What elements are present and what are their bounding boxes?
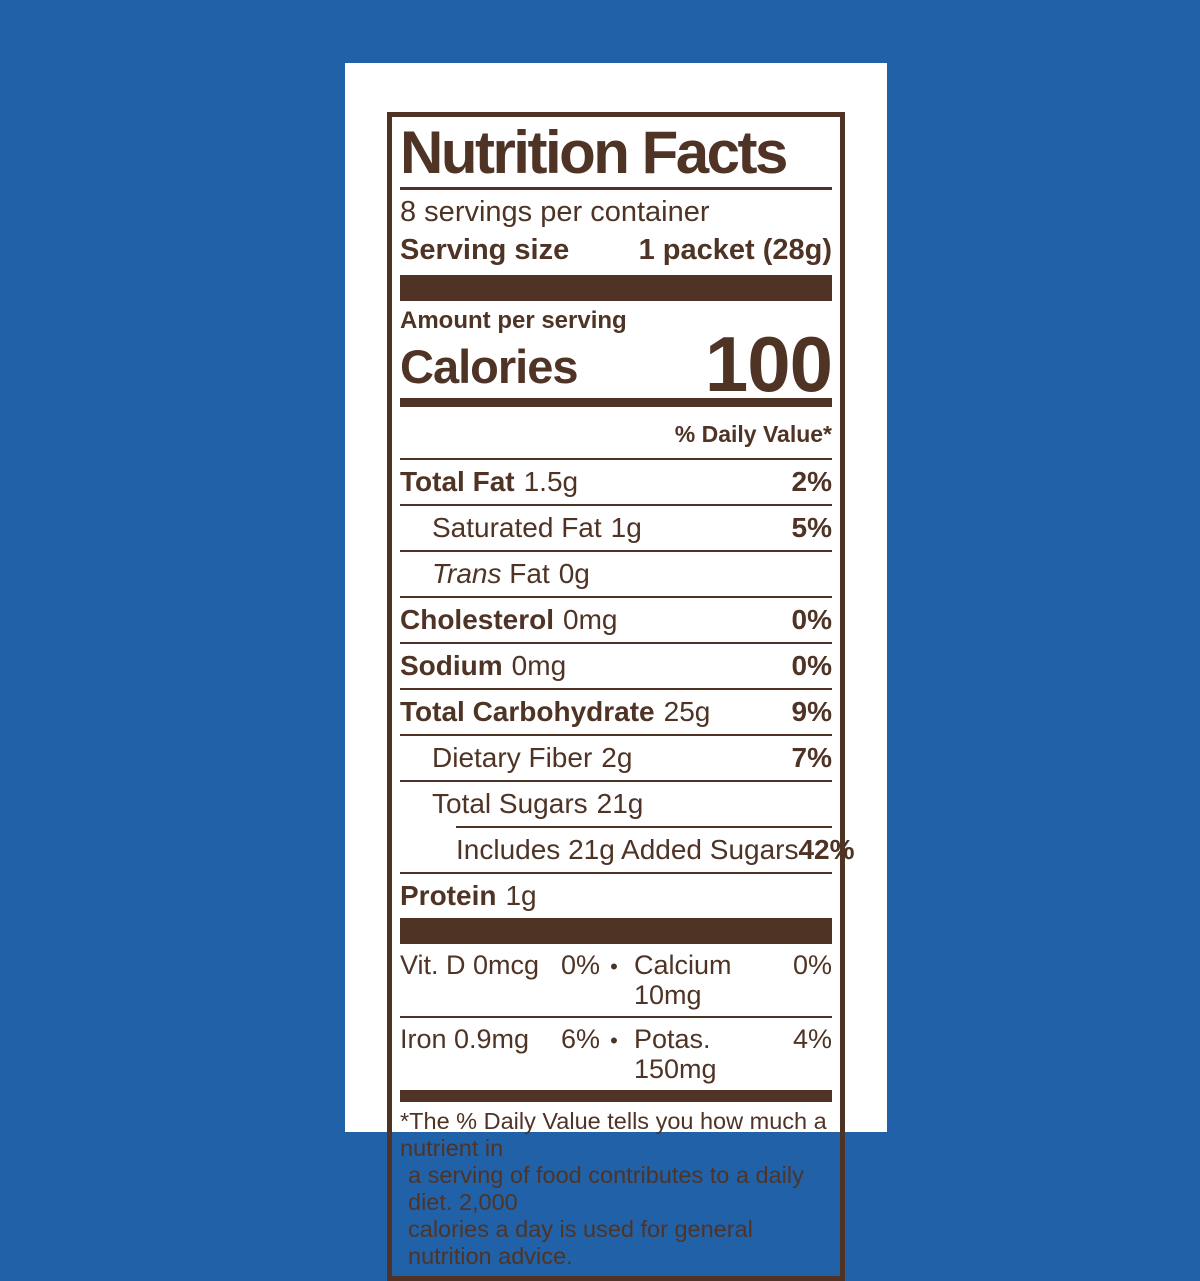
micronutrient-rows: Vit. D 0mcg 0% • Calcium 10mg 0% Iron 0.…	[400, 944, 832, 1090]
calories-value: 100	[704, 320, 833, 408]
nutrient-row-total-fat: Total Fat 1.5g 2%	[400, 458, 832, 504]
nutrient-amount: 21g	[596, 788, 644, 819]
nutrient-row-cholesterol: Cholesterol 0mg 0%	[400, 596, 832, 642]
nutrient-amount: 0g	[558, 558, 590, 589]
nutrient-row-trans-fat: Trans Fat 0g	[400, 550, 832, 596]
nutrition-facts-label: Nutrition Facts 8 servings per container…	[387, 112, 855, 1281]
micro-right-dv: 4%	[792, 1024, 832, 1054]
nutrient-amount: 1g	[610, 512, 642, 543]
nutrient-amount: 0mg	[563, 604, 618, 635]
nutrient-row-added-sugars: Includes 21g Added Sugars 42%	[456, 826, 855, 872]
divider-bar-thick-top	[400, 275, 832, 301]
nutrient-dv: 9%	[791, 696, 832, 727]
page-background: { "colors": { "background": "#2161a8", "…	[345, 63, 887, 1281]
label-title: Nutrition Facts	[400, 117, 832, 190]
nutrient-row-saturated-fat: Saturated Fat 1g 5%	[400, 504, 832, 550]
micro-left-dv: 6%	[560, 1024, 600, 1054]
bullet-icon: •	[610, 954, 618, 979]
nutrient-row-total-carbohydrate: Total Carbohydrate 25g 9%	[400, 688, 832, 734]
micro-right-name: Calcium 10mg	[634, 950, 732, 1010]
footnote-line: *The % Daily Value tells you how much a …	[400, 1108, 827, 1161]
micro-left-name: Iron 0.9mg	[400, 1024, 530, 1054]
nutrient-name: Includes 21g Added Sugars	[456, 834, 799, 865]
nutrient-amount: 2g	[601, 742, 633, 773]
nutrient-name: Sodium	[400, 650, 503, 681]
nutrient-row-sodium: Sodium 0mg 0%	[400, 642, 832, 688]
nutrient-name: Dietary Fiber	[432, 742, 593, 773]
bullet-icon: •	[610, 1028, 618, 1053]
micro-left-dv: 0%	[560, 950, 600, 980]
divider-bar-medium-footnote	[400, 1090, 832, 1102]
divider-bar-thick-bottom	[400, 918, 832, 944]
label-card: Nutrition Facts 8 servings per container…	[345, 63, 887, 1281]
nutrient-amount: 25g	[663, 696, 711, 727]
footnote-line: calories a day is used for general nutri…	[408, 1216, 753, 1269]
calories-row: Calories 100	[400, 320, 833, 408]
daily-value-header: % Daily Value*	[674, 421, 832, 447]
daily-value-footnote: *The % Daily Value tells you how much a …	[400, 1108, 832, 1270]
nutrient-amount: 1g	[505, 880, 537, 911]
nutrient-name: Total Sugars	[432, 788, 588, 819]
nutrient-amount: 1.5g	[523, 466, 579, 497]
trans-rest: Fat	[501, 558, 550, 589]
nutrient-dv: 42%	[798, 834, 855, 865]
micro-right-name: Potas. 150mg	[634, 1024, 717, 1084]
nutrient-name: Total Carbohydrate	[400, 696, 655, 727]
micro-left-name: Vit. D 0mcg	[400, 950, 540, 980]
micronutrient-row-vitd-calcium: Vit. D 0mcg 0% • Calcium 10mg 0%	[400, 944, 832, 1016]
nutrient-dv: 7%	[791, 742, 832, 773]
nutrient-amount: 0mg	[511, 650, 567, 681]
nutrient-dv: 0%	[791, 650, 832, 681]
nutrient-name: Saturated Fat	[432, 512, 602, 543]
calories-label: Calories	[400, 340, 578, 393]
footnote-line: a serving of food contributes to a daily…	[408, 1162, 804, 1215]
nutrient-row-protein: Protein 1g	[400, 872, 832, 918]
nutrient-dv: 2%	[791, 466, 832, 497]
serving-size-value: 1 packet (28g)	[638, 234, 832, 266]
nutrient-rows: Total Fat 1.5g 2% Saturated Fat 1g 5% Tr…	[400, 458, 855, 918]
micro-right-dv: 0%	[792, 950, 832, 980]
serving-size-row: Serving size 1 packet (28g)	[400, 231, 832, 269]
nutrient-name: Trans Fat	[432, 558, 550, 589]
serving-size-label: Serving size	[400, 234, 570, 266]
nutrient-name: Total Fat	[400, 466, 515, 497]
nutrient-name: Cholesterol	[400, 604, 555, 635]
nutrient-row-total-sugars: Total Sugars 21g	[400, 780, 832, 826]
amount-per-serving-label: Amount per serving	[400, 307, 627, 334]
micronutrient-row-iron-potassium: Iron 0.9mg 6% • Potas. 150mg 4%	[400, 1016, 832, 1090]
servings-per-container: 8 servings per container	[400, 196, 710, 228]
nutrient-dv: 0%	[791, 604, 832, 635]
nutrient-row-dietary-fiber: Dietary Fiber 2g 7%	[400, 734, 832, 780]
divider-bar-medium-calories	[400, 398, 832, 407]
trans-italic: Trans	[432, 558, 502, 589]
nutrient-name: Protein	[400, 880, 497, 911]
nutrient-dv: 5%	[791, 512, 832, 543]
